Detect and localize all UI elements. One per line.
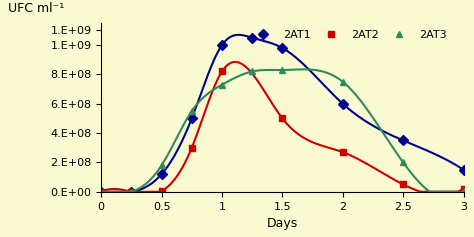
2AT2 <box>98 190 104 193</box>
2AT2 <box>401 183 406 186</box>
2AT1 <box>189 117 195 120</box>
2AT3 <box>340 80 346 83</box>
2AT1 <box>461 168 466 171</box>
Line: 2AT3: 2AT3 <box>98 67 467 195</box>
2AT2 <box>159 190 164 192</box>
2AT1 <box>159 173 164 176</box>
2AT3 <box>249 70 255 73</box>
Line: 2AT2: 2AT2 <box>98 68 467 195</box>
2AT2 <box>280 117 285 120</box>
2AT1 <box>280 47 285 50</box>
2AT3 <box>98 190 104 193</box>
2AT1 <box>219 44 225 46</box>
2AT1 <box>249 36 255 39</box>
Line: 2AT1: 2AT1 <box>98 34 467 195</box>
2AT2 <box>340 151 346 154</box>
2AT1 <box>98 190 104 193</box>
2AT3 <box>461 190 466 192</box>
2AT1 <box>401 139 406 142</box>
2AT3 <box>128 190 134 193</box>
2AT2 <box>461 187 466 190</box>
Legend: 2AT1, 2AT2, 2AT3: 2AT1, 2AT2, 2AT3 <box>248 25 451 44</box>
2AT2 <box>128 190 134 193</box>
2AT1 <box>340 102 346 105</box>
X-axis label: Days: Days <box>267 217 298 230</box>
2AT3 <box>219 83 225 86</box>
2AT3 <box>189 110 195 113</box>
2AT2 <box>189 146 195 149</box>
2AT3 <box>159 164 164 167</box>
2AT3 <box>280 68 285 71</box>
2AT3 <box>401 161 406 164</box>
Y-axis label: UFC ml⁻¹: UFC ml⁻¹ <box>8 2 64 15</box>
2AT2 <box>219 70 225 73</box>
2AT1 <box>128 190 134 193</box>
